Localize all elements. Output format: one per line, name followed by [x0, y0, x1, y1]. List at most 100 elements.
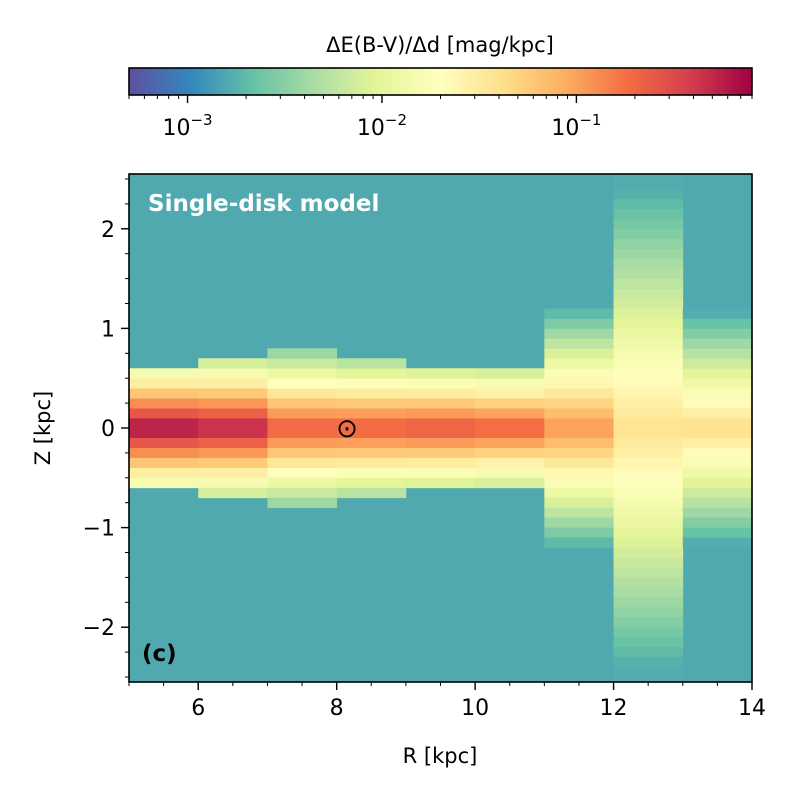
heatmap-cell [613, 447, 684, 459]
heatmap-cell [198, 437, 268, 449]
heatmap-cell [544, 408, 614, 419]
heatmap-cell [336, 418, 407, 429]
heatmap-cell [682, 437, 752, 449]
heatmap-cell [267, 428, 338, 439]
model-label: Single-disk model [148, 191, 379, 217]
heatmap-cell [267, 447, 338, 459]
heatmap-cell [613, 527, 684, 538]
heatmap-cell [682, 447, 752, 459]
heatmap-cell [613, 567, 684, 578]
heatmap-cell [682, 338, 752, 349]
colorbar-ticks: 10−3 10−2 10−1 [128, 95, 753, 141]
colorbar-tick-label: 10−1 [551, 111, 601, 141]
heatmap-cell [198, 477, 268, 489]
heatmap-cell [405, 477, 476, 489]
heatmap-cell [475, 477, 545, 489]
heatmap-cell [613, 657, 684, 668]
heatmap-cell [613, 308, 684, 319]
heatmap-cell [336, 467, 407, 479]
y-tick-label: 2 [101, 218, 115, 243]
heatmap-cell [129, 437, 199, 449]
heatmap-cell [613, 577, 684, 588]
heatmap-cell [267, 358, 338, 369]
heatmap-cell [405, 388, 476, 399]
heatmap-cell [613, 607, 684, 618]
heatmap-cell [613, 437, 684, 449]
heatmap-cell [682, 318, 752, 329]
heatmap-cell [198, 457, 268, 469]
heatmap-cell [475, 408, 545, 419]
heatmap-cell [682, 378, 752, 389]
heatmap-cell [682, 457, 752, 469]
heatmap-cell [682, 328, 752, 339]
heatmap-cell [682, 527, 752, 538]
heatmap-cell [336, 447, 407, 459]
heatmap-cell [613, 597, 684, 608]
heatmap-cell [682, 358, 752, 369]
heatmap-cell [198, 398, 268, 409]
heatmap-cell [475, 428, 545, 439]
heatmap-cells [129, 174, 752, 682]
heatmap-cell [613, 258, 684, 270]
heatmap-cell [682, 348, 752, 359]
heatmap-cell [336, 457, 407, 469]
heatmap-cell [267, 388, 338, 399]
heatmap-cell [544, 477, 614, 489]
heatmap-cell [129, 388, 199, 399]
heatmap-cell [129, 477, 199, 489]
heatmap-cell [405, 457, 476, 469]
heatmap-cell [613, 174, 684, 180]
heatmap-cell [198, 487, 268, 499]
heatmap-cell [613, 677, 684, 682]
heatmap-cell [198, 447, 268, 459]
heatmap-cell [336, 408, 407, 419]
x-axis-label: R [kpc] [403, 744, 478, 768]
heatmap-cell [544, 527, 614, 538]
heatmap-cell [475, 388, 545, 399]
heatmap-cell [198, 408, 268, 419]
heatmap-cell [405, 428, 476, 439]
colorbar-gradient [129, 68, 752, 95]
heatmap-cell [544, 487, 614, 499]
heatmap-cell [613, 507, 684, 519]
plot-frame [128, 173, 753, 683]
x-tick-label: 12 [600, 696, 628, 721]
heatmap-cell [682, 428, 752, 439]
heatmap-cell [475, 368, 545, 379]
heatmap-cell [613, 477, 684, 489]
heatmap-cell [267, 418, 338, 429]
heatmap-cell [544, 457, 614, 469]
heatmap-cell [544, 328, 614, 339]
x-tick-label: 6 [191, 696, 205, 721]
heatmap-cell [336, 428, 407, 439]
heatmap-cell [613, 557, 684, 568]
heatmap-cell [198, 418, 268, 429]
heatmap-cell [475, 457, 545, 469]
heatmap-cell [544, 378, 614, 389]
heatmap-cell [405, 467, 476, 479]
heatmap-cell [613, 617, 684, 628]
heatmap-cell [267, 457, 338, 469]
heatmap-cell [613, 627, 684, 638]
heatmap-cell [405, 418, 476, 429]
heatmap-cell [405, 437, 476, 449]
heatmap-cell [475, 437, 545, 449]
heatmap-cell [682, 497, 752, 509]
heatmap-cell [544, 308, 614, 319]
heatmap-cell [405, 447, 476, 459]
heatmap-cell [613, 487, 684, 499]
heatmap-cell [613, 298, 684, 309]
heatmap-cell [682, 308, 752, 319]
heatmap-cell [267, 398, 338, 409]
heatmap-cell [336, 477, 407, 489]
heatmap-cell [613, 547, 684, 558]
heatmap-cell [613, 467, 684, 479]
heatmap-cell [613, 228, 684, 240]
heatmap-cell [613, 358, 684, 369]
heatmap-cell [613, 178, 684, 190]
colorbar-tick-label: 10−3 [162, 111, 212, 141]
heatmap-cell [544, 388, 614, 399]
heatmap-cell [129, 368, 199, 379]
